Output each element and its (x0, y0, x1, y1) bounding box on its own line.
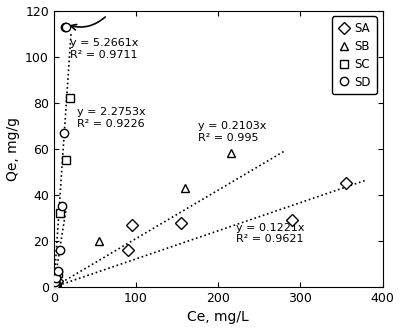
SD (58, 248, 63, 252)
X-axis label: Ce, mg/L: Ce, mg/L (187, 311, 249, 324)
SB (53, 283, 58, 287)
SC (56, 271, 60, 275)
SA (55, 279, 60, 283)
SD (61, 131, 66, 135)
Text: y = 0.2103x
R² = 0.995: y = 0.2103x R² = 0.995 (198, 121, 266, 143)
SA (290, 218, 294, 222)
SD (60, 204, 64, 208)
SA (343, 182, 348, 185)
SA (53, 283, 58, 287)
SB (55, 279, 60, 283)
SC (52, 284, 57, 288)
SD (53, 280, 58, 284)
SA (52, 284, 57, 288)
Text: y = 0.1221x
R² = 0.9621: y = 0.1221x R² = 0.9621 (236, 222, 305, 244)
SA (125, 248, 130, 252)
SA (179, 220, 184, 224)
SC (53, 280, 58, 284)
SC (58, 211, 63, 215)
SD (52, 284, 57, 288)
Text: y = 5.2661x
R² = 0.9711: y = 5.2661x R² = 0.9711 (70, 38, 139, 60)
Legend: SA, SB, SC, SD: SA, SB, SC, SD (332, 16, 377, 94)
SC (64, 158, 68, 162)
SB (183, 186, 188, 190)
Y-axis label: Qe, mg/g: Qe, mg/g (6, 117, 20, 181)
Line: SD: SD (50, 22, 70, 290)
SA (130, 223, 134, 227)
SB (52, 284, 57, 288)
SD (54, 276, 59, 280)
Line: SA: SA (50, 179, 350, 290)
SB (97, 239, 102, 243)
Line: SB: SB (50, 149, 235, 290)
SD (63, 25, 68, 29)
SC (68, 96, 73, 100)
Text: y = 2.2753x
R² = 0.9226: y = 2.2753x R² = 0.9226 (77, 107, 146, 129)
Line: SC: SC (50, 94, 74, 290)
SB (228, 151, 233, 155)
SD (52, 283, 57, 287)
SD (64, 25, 68, 29)
SD (56, 269, 60, 273)
